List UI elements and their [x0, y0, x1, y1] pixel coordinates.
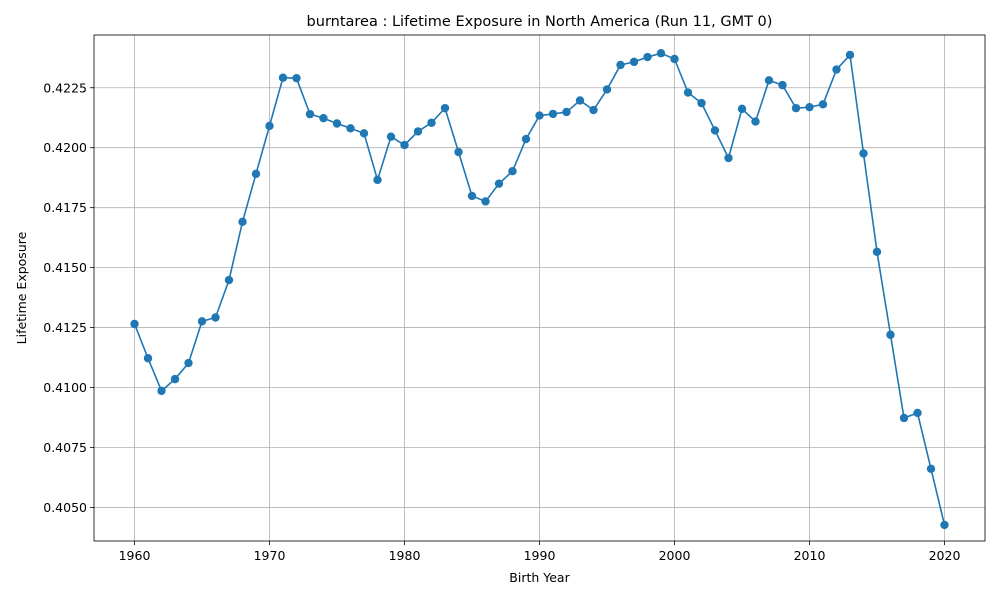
data-point [521, 134, 531, 144]
data-point [508, 167, 517, 176]
data-point [751, 117, 760, 126]
y-tick-label: 0.4225 [43, 80, 87, 95]
data-point [575, 96, 585, 105]
data-point [467, 191, 477, 201]
data-point [913, 408, 922, 418]
data-point [589, 105, 598, 115]
y-tick-label: 0.4200 [43, 140, 87, 155]
data-point [548, 109, 558, 119]
data-point [454, 147, 463, 157]
data-point [346, 124, 355, 133]
data-point [332, 119, 342, 128]
data-point [481, 197, 490, 206]
data-point [764, 76, 774, 85]
data-points [130, 49, 949, 530]
data-point [724, 153, 733, 163]
data-point [386, 132, 396, 141]
y-tick-label: 0.4125 [43, 320, 87, 335]
data-point [940, 520, 949, 530]
data-point [710, 126, 720, 135]
x-axis-label: Birth Year [509, 570, 570, 585]
x-tick-label: 2000 [659, 548, 691, 563]
data-point [251, 169, 261, 179]
data-point [818, 100, 828, 109]
data-point [278, 73, 288, 82]
data-point [845, 50, 855, 60]
y-tick-label: 0.4050 [43, 500, 87, 515]
data-point [832, 65, 841, 74]
data-point [130, 319, 139, 329]
data-point [292, 73, 301, 83]
data-point [400, 140, 409, 150]
x-tick-label: 2010 [794, 548, 826, 563]
x-tick-label: 2020 [929, 548, 961, 563]
y-tick-label: 0.4075 [43, 440, 87, 455]
data-point [143, 354, 153, 363]
data-point [562, 107, 571, 117]
data-point [413, 127, 423, 136]
data-point [170, 374, 180, 384]
y-tick-label: 0.4150 [43, 260, 87, 275]
data-point [629, 57, 639, 67]
y-tick-label: 0.4175 [43, 200, 87, 215]
data-point [197, 317, 207, 326]
data-point [886, 330, 895, 339]
data-point [656, 49, 666, 58]
y-grid-lines [94, 87, 985, 508]
y-tick-label: 0.4100 [43, 380, 87, 395]
data-point [373, 175, 382, 185]
data-point [427, 118, 436, 127]
data-point [737, 104, 747, 114]
data-point [859, 149, 868, 158]
data-point [157, 386, 166, 396]
data-point [899, 413, 909, 423]
data-point [211, 313, 220, 322]
data-point [778, 80, 787, 90]
data-point [670, 54, 679, 64]
data-point [872, 247, 882, 256]
data-point [238, 217, 247, 227]
x-tick-label: 1990 [524, 548, 556, 563]
y-axis-label: Lifetime Exposure [14, 231, 29, 344]
data-point [184, 358, 193, 368]
data-point [440, 103, 450, 113]
chart-title: burntarea : Lifetime Exposure in North A… [307, 14, 773, 30]
data-point [535, 111, 544, 120]
x-axis-ticks: 1960 1970 1980 1990 2000 2010 2020 [119, 541, 961, 563]
x-tick-label: 1970 [254, 548, 286, 563]
data-point [305, 109, 315, 119]
data-point [602, 85, 612, 94]
data-point [697, 98, 706, 108]
data-point [926, 464, 936, 474]
data-point [616, 60, 625, 70]
data-point [643, 52, 652, 62]
data-point [494, 179, 504, 188]
data-point [265, 121, 274, 131]
x-tick-label: 1960 [119, 548, 151, 563]
x-grid-lines [134, 35, 945, 541]
y-axis-ticks: 0.4050 0.4075 0.4100 0.4125 0.4150 0.4175 0.42… [43, 80, 94, 515]
data-point [224, 275, 234, 285]
data-point [319, 114, 328, 123]
data-point [683, 88, 693, 97]
x-tick-label: 1980 [389, 548, 421, 563]
data-point [359, 129, 369, 138]
data-point [791, 103, 801, 113]
data-point [805, 102, 814, 112]
